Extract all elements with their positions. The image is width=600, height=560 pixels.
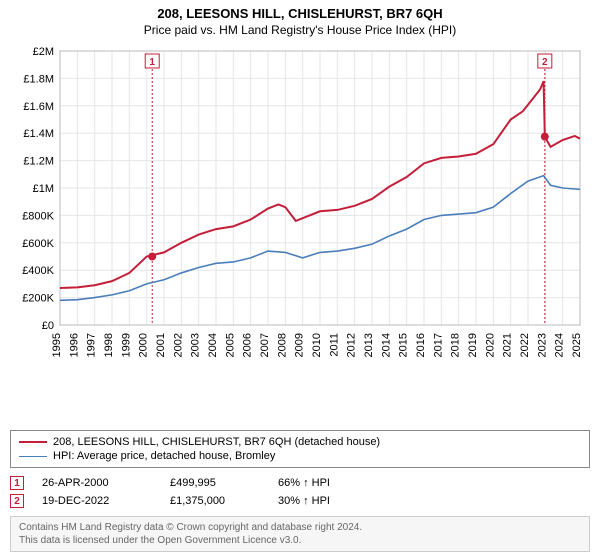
svg-text:2: 2 bbox=[542, 57, 548, 68]
legend-label: HPI: Average price, detached house, Brom… bbox=[53, 450, 275, 462]
svg-text:2015: 2015 bbox=[398, 333, 410, 357]
transaction-row: 1 26-APR-2000 £499,995 66% ↑ HPI bbox=[10, 474, 590, 492]
svg-text:2004: 2004 bbox=[207, 333, 219, 357]
svg-text:£800K: £800K bbox=[22, 210, 54, 222]
svg-text:2011: 2011 bbox=[328, 333, 340, 357]
svg-text:£1.6M: £1.6M bbox=[23, 101, 54, 113]
svg-text:£1.4M: £1.4M bbox=[23, 128, 54, 140]
legend-item: HPI: Average price, detached house, Brom… bbox=[19, 449, 581, 463]
svg-text:£1.8M: £1.8M bbox=[23, 73, 54, 85]
svg-text:£200K: £200K bbox=[22, 293, 54, 305]
svg-text:2025: 2025 bbox=[571, 333, 583, 357]
svg-text:2010: 2010 bbox=[311, 333, 323, 357]
svg-text:£1M: £1M bbox=[33, 183, 54, 195]
transaction-price: £1,375,000 bbox=[170, 495, 260, 507]
svg-text:2009: 2009 bbox=[294, 333, 306, 357]
svg-text:2022: 2022 bbox=[519, 333, 531, 357]
svg-text:£400K: £400K bbox=[22, 265, 54, 277]
svg-text:2016: 2016 bbox=[415, 333, 427, 357]
transactions-table: 1 26-APR-2000 £499,995 66% ↑ HPI 2 19-DEC-202… bbox=[10, 474, 590, 510]
svg-text:2012: 2012 bbox=[346, 333, 358, 357]
transaction-hpi: 30% ↑ HPI bbox=[278, 495, 330, 507]
svg-text:2020: 2020 bbox=[484, 333, 496, 357]
footer-line-2: This data is licensed under the Open Gov… bbox=[19, 534, 581, 547]
svg-text:1995: 1995 bbox=[51, 333, 63, 357]
svg-text:2024: 2024 bbox=[554, 333, 566, 357]
legend-label: 208, LEESONS HILL, CHISLEHURST, BR7 6QH … bbox=[53, 436, 380, 448]
svg-text:£0: £0 bbox=[42, 320, 54, 332]
svg-text:£1.2M: £1.2M bbox=[23, 156, 54, 168]
svg-text:£2M: £2M bbox=[33, 46, 54, 58]
transaction-price: £499,995 bbox=[170, 477, 260, 489]
svg-text:2007: 2007 bbox=[259, 333, 271, 357]
svg-text:2021: 2021 bbox=[502, 333, 514, 357]
svg-text:2017: 2017 bbox=[432, 333, 444, 357]
svg-text:2002: 2002 bbox=[172, 333, 184, 357]
transaction-date: 26-APR-2000 bbox=[42, 477, 152, 489]
svg-text:2000: 2000 bbox=[138, 333, 150, 357]
transaction-marker: 1 bbox=[10, 476, 24, 490]
svg-text:2005: 2005 bbox=[224, 333, 236, 357]
chart-svg: £0 £200K £400K £600K £800K £1M £1.2M £1.4M £1.6M… bbox=[10, 41, 590, 381]
footer-line-1: Contains HM Land Registry data © Crown c… bbox=[19, 521, 581, 534]
svg-text:1: 1 bbox=[149, 57, 155, 68]
transaction-date: 19-DEC-2022 bbox=[42, 495, 152, 507]
legend-item: 208, LEESONS HILL, CHISLEHURST, BR7 6QH … bbox=[19, 435, 581, 449]
svg-text:1999: 1999 bbox=[120, 333, 132, 357]
svg-text:2006: 2006 bbox=[242, 333, 254, 357]
page-title: 208, LEESONS HILL, CHISLEHURST, BR7 6QH bbox=[10, 6, 590, 21]
svg-text:1998: 1998 bbox=[103, 333, 115, 357]
svg-text:2014: 2014 bbox=[380, 333, 392, 357]
svg-text:2001: 2001 bbox=[155, 333, 167, 357]
svg-text:2003: 2003 bbox=[190, 333, 202, 357]
svg-text:1997: 1997 bbox=[86, 333, 98, 357]
svg-text:2023: 2023 bbox=[536, 333, 548, 357]
legend-swatch bbox=[19, 456, 47, 457]
svg-text:2008: 2008 bbox=[276, 333, 288, 357]
svg-text:2019: 2019 bbox=[467, 333, 479, 357]
page-subtitle: Price paid vs. HM Land Registry's House … bbox=[10, 23, 590, 37]
transaction-hpi: 66% ↑ HPI bbox=[278, 477, 330, 489]
svg-text:1996: 1996 bbox=[68, 333, 80, 357]
footer-attribution: Contains HM Land Registry data © Crown c… bbox=[10, 516, 590, 552]
legend-swatch bbox=[19, 441, 47, 443]
chart: £0 £200K £400K £600K £800K £1M £1.2M £1.4M £1.6M… bbox=[10, 41, 590, 426]
transaction-row: 2 19-DEC-2022 £1,375,000 30% ↑ HPI bbox=[10, 492, 590, 510]
svg-text:2018: 2018 bbox=[450, 333, 462, 357]
svg-text:£600K: £600K bbox=[22, 238, 54, 250]
legend: 208, LEESONS HILL, CHISLEHURST, BR7 6QH … bbox=[10, 430, 590, 468]
svg-text:2013: 2013 bbox=[363, 333, 375, 357]
transaction-marker: 2 bbox=[10, 494, 24, 508]
